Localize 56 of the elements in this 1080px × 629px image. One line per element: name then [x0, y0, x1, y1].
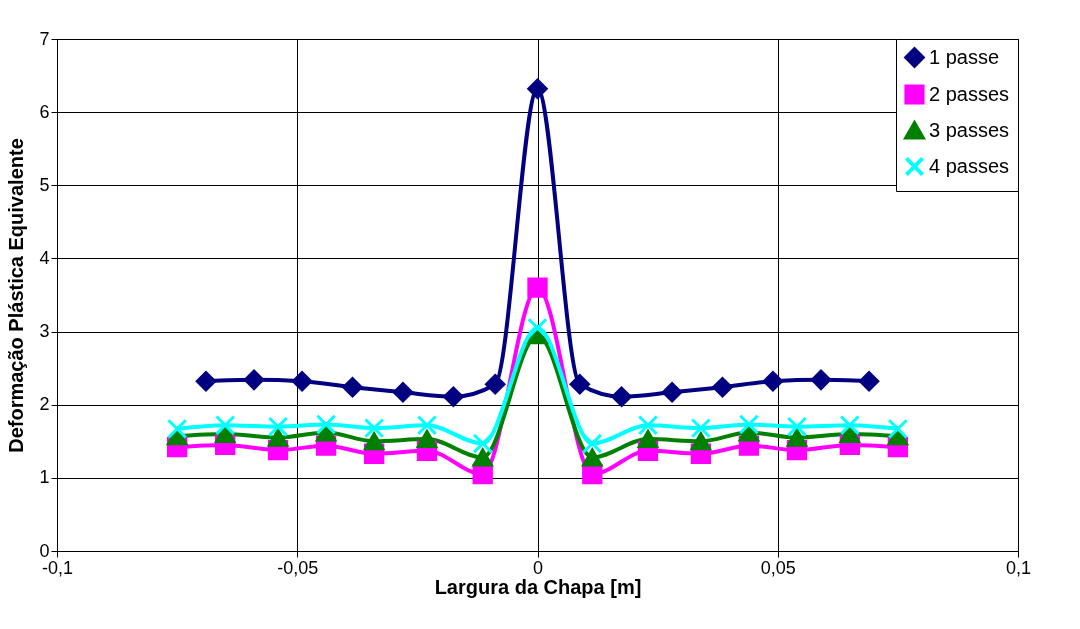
point — [839, 415, 860, 436]
x-tick-label: 0 — [532, 557, 544, 578]
point — [858, 371, 880, 392]
legend-label: 3 passes — [929, 118, 1010, 141]
point — [342, 377, 363, 398]
point — [582, 433, 603, 454]
legend-label: 2 passes — [929, 82, 1010, 105]
point — [267, 416, 289, 437]
point — [267, 428, 289, 447]
point — [215, 415, 236, 436]
x-axis-title: Largura da Chapa [m] — [434, 575, 642, 598]
x-tick-label: 0,1 — [1005, 557, 1032, 578]
legend-label: 1 passe — [929, 45, 1000, 68]
y-tick-label: 5 — [39, 174, 50, 195]
y-tick-label: 1 — [39, 467, 50, 488]
point — [569, 374, 590, 395]
point — [527, 317, 548, 339]
y-tick-label: 4 — [39, 247, 50, 268]
point — [363, 432, 385, 451]
point — [443, 386, 464, 407]
x-tick-label: -0,05 — [277, 557, 319, 578]
y-tick-label: 2 — [39, 394, 50, 415]
point — [611, 386, 632, 407]
point — [195, 371, 217, 392]
x-tick-label: 0,05 — [760, 557, 796, 578]
point — [416, 430, 438, 449]
point — [363, 417, 385, 439]
point — [315, 414, 337, 435]
point — [786, 416, 808, 437]
point — [243, 369, 265, 391]
point — [661, 382, 683, 403]
point — [485, 374, 506, 395]
point — [690, 432, 712, 451]
point — [291, 371, 313, 392]
point — [472, 433, 493, 454]
point — [637, 430, 659, 449]
point — [738, 414, 760, 435]
point — [416, 415, 438, 436]
point — [762, 371, 784, 392]
y-tick-label: 7 — [39, 28, 50, 49]
point — [166, 418, 188, 440]
point — [690, 417, 712, 439]
point — [887, 418, 909, 440]
point — [582, 448, 603, 467]
y-axis-title: Deformação Plástica Equivalente — [5, 138, 28, 453]
y-tick-label: 6 — [39, 101, 50, 122]
point — [392, 382, 414, 403]
point — [810, 369, 832, 391]
point — [712, 377, 733, 398]
point — [527, 78, 548, 99]
point — [637, 415, 659, 436]
point — [472, 448, 493, 467]
y-tick-label: 3 — [39, 321, 50, 342]
point — [786, 428, 808, 447]
legend-label: 4 passes — [929, 154, 1010, 177]
point — [527, 277, 548, 298]
